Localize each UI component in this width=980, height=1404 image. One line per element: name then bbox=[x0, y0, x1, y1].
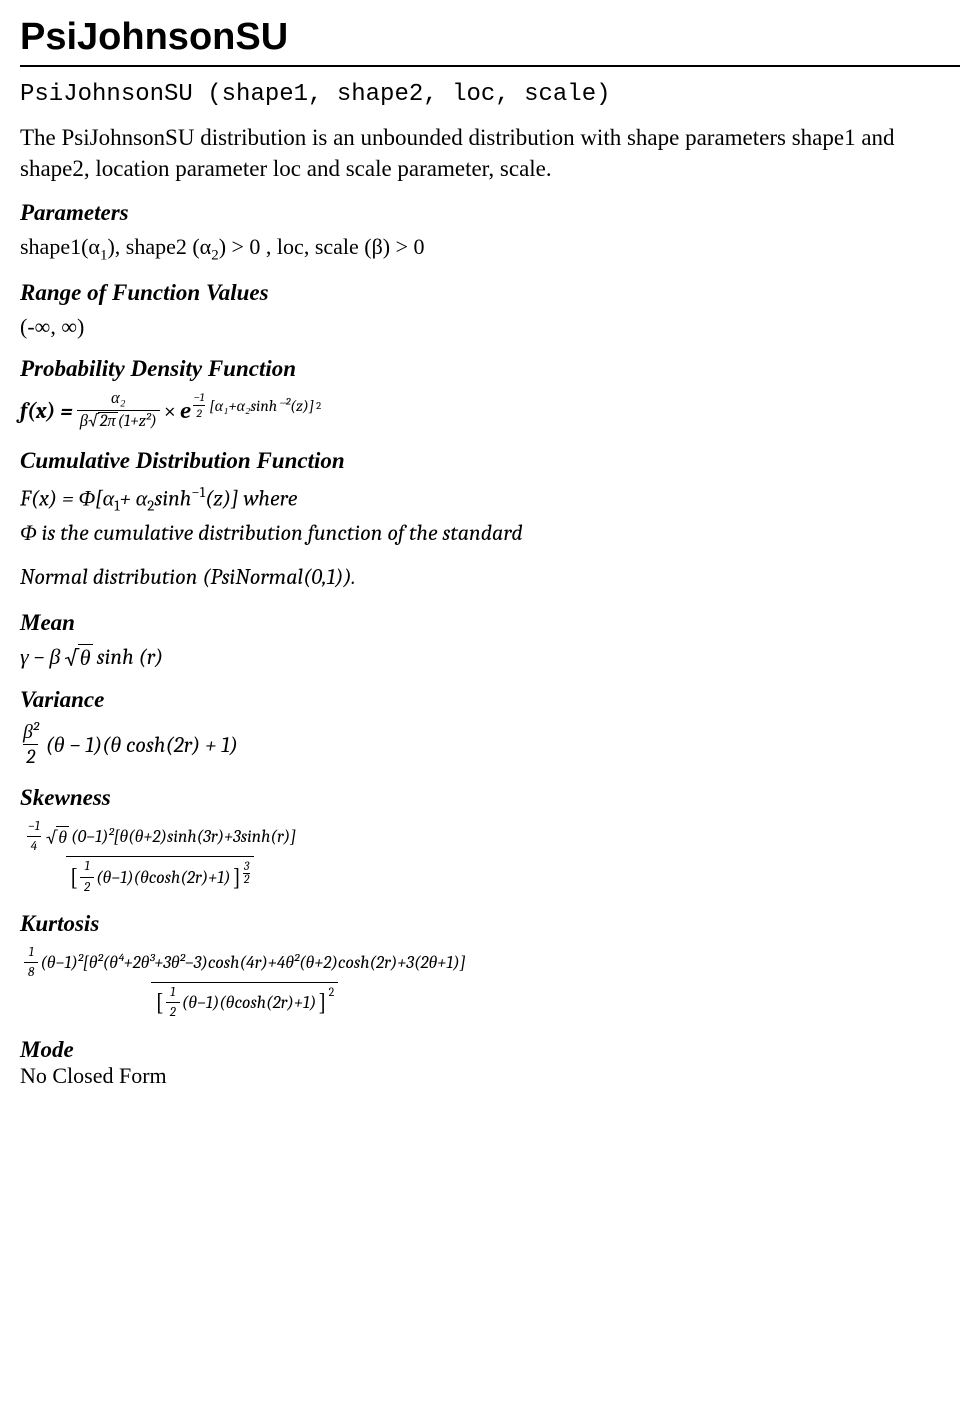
mean-sqrt-arg: θ bbox=[78, 644, 93, 671]
kurt-den-mid: (θ−1)(θcosh(2r)+1) bbox=[182, 992, 317, 1013]
cdf-l1-d: (z)] where bbox=[205, 486, 297, 512]
pdf-exp-neg1: −1 bbox=[191, 391, 208, 406]
kurt-num-frac: 1 8 bbox=[24, 945, 38, 980]
pdf-exp-exponent: −1 2 [α₁+α₂sinh⁻²(z)]2 bbox=[191, 391, 321, 421]
cdf-l1-sup: −1 bbox=[191, 484, 205, 501]
pdf-den-post: (1+z²) bbox=[118, 412, 157, 431]
pdf-formula: f(x) = α₂ β 2π(1+z²) × e −1 2 [α₁+α₂sinh⁻… bbox=[20, 390, 960, 432]
kurt-df-d: 2 bbox=[166, 1002, 180, 1020]
kurtosis-bigfrac: 1 8 (θ−1)²[θ²(θ⁴+2θ³+3θ²−3)cosh(4r)+4θ²(… bbox=[20, 945, 470, 1021]
param-text-2: ), shape2 (α bbox=[107, 234, 211, 259]
pdf-den-beta: β bbox=[80, 412, 88, 431]
pdf-exp-frac: −1 2 bbox=[191, 391, 208, 421]
kurt-den-exp: 2 bbox=[329, 985, 335, 999]
kurt-den-brkL: [ bbox=[155, 989, 163, 1016]
cdf-header: Cumulative Distribution Function bbox=[20, 448, 960, 474]
skewness-den: [ 1 2 (θ−1)(θcosh(2r)+1) ] 3 2 bbox=[66, 856, 255, 894]
variance-header: Variance bbox=[20, 687, 960, 713]
mean-b: sinh (r) bbox=[97, 644, 164, 670]
skew-den-mid: (θ−1)(θcosh(2r)+1) bbox=[96, 867, 231, 888]
kurtosis-formula: 1 8 (θ−1)²[θ²(θ⁴+2θ³+3θ²−3)cosh(4r)+4θ²(… bbox=[20, 945, 960, 1021]
mode-header: Mode bbox=[20, 1037, 960, 1063]
param-text-3: ) > 0 , loc, scale (β) > 0 bbox=[219, 234, 425, 259]
skewness-header: Skewness bbox=[20, 785, 960, 811]
pdf-frac-den: β 2π(1+z²) bbox=[77, 410, 160, 432]
pdf-frac-num: α₂ bbox=[108, 390, 128, 410]
pdf-exp-2: 2 bbox=[193, 405, 204, 421]
pdf-exp-base: e bbox=[180, 398, 191, 424]
skew-den-brkL: [ bbox=[70, 864, 78, 891]
mean-sqrt: θ bbox=[64, 644, 92, 671]
function-signature: PsiJohnsonSU (shape1, shape2, loc, scale… bbox=[20, 81, 960, 108]
skew-num-sqrt-arg: θ bbox=[56, 826, 69, 848]
pdf-den-sqrt: 2π bbox=[88, 412, 118, 432]
variance-rest: (θ − 1)(θ cosh(2r) + 1) bbox=[46, 732, 238, 758]
skew-exp-d: 2 bbox=[243, 873, 251, 886]
skew-num-sqrt: θ bbox=[46, 826, 69, 848]
cdf-l1-b: + α bbox=[120, 486, 148, 512]
pdf-lhs: f(x) = bbox=[20, 398, 73, 424]
skew-num-rest: (0−1)²[θ(θ+2)sinh(3r)+3sinh(r)] bbox=[71, 826, 296, 847]
kurt-num-rest: (θ−1)²[θ²(θ⁴+2θ³+3θ²−3)cosh(4r)+4θ²(θ+2)… bbox=[40, 952, 465, 973]
description-text: The PsiJohnsonSU distribution is an unbo… bbox=[20, 122, 960, 184]
skewness-bigfrac: −1 4 θ (0−1)²[θ(θ+2)sinh(3r)+3sinh(r)] [… bbox=[20, 819, 300, 895]
cdf-line-2: Φ is the cumulative distribution functio… bbox=[20, 518, 960, 550]
cdf-formula: F(x) = Φ[α1+ α2sinh−1(z)] where Φ is the… bbox=[20, 482, 960, 593]
skew-nf-d: 4 bbox=[27, 836, 41, 854]
pdf-header: Probability Density Function bbox=[20, 356, 960, 382]
mean-formula: γ − β θ sinh (r) bbox=[20, 644, 960, 671]
skewness-num: −1 4 θ (0−1)²[θ(θ+2)sinh(3r)+3sinh(r)] bbox=[20, 819, 300, 856]
page-title: PsiJohnsonSU bbox=[20, 16, 960, 67]
param-text-1: shape1(α bbox=[20, 234, 100, 259]
pdf-exp: e −1 2 [α₁+α₂sinh⁻²(z)]2 bbox=[180, 398, 321, 424]
pdf-times: × bbox=[164, 398, 176, 424]
skewness-formula: −1 4 θ (0−1)²[θ(θ+2)sinh(3r)+3sinh(r)] [… bbox=[20, 819, 960, 895]
skew-den-frac: 1 2 bbox=[80, 859, 94, 894]
variance-frac: β² 2 bbox=[20, 721, 42, 770]
cdf-line-3: Normal distribution (PsiNormal(0,1)). bbox=[20, 562, 960, 594]
skew-den-exp: 3 2 bbox=[243, 855, 251, 886]
pdf-exp-bracket: [α₁+α₂sinh⁻²(z)] bbox=[209, 396, 314, 416]
cdf-l1-c: sinh bbox=[154, 486, 191, 512]
skew-nf-n: −1 bbox=[24, 819, 44, 836]
pdf-den-sqrt-arg: 2π bbox=[98, 412, 118, 432]
range-header: Range of Function Values bbox=[20, 280, 960, 306]
cdf-line-1: F(x) = Φ[α1+ α2sinh−1(z)] where bbox=[20, 482, 960, 517]
kurt-den-frac: 1 2 bbox=[166, 985, 180, 1020]
variance-num: β² bbox=[20, 721, 42, 745]
parameters-header: Parameters bbox=[20, 200, 960, 226]
skew-df-d: 2 bbox=[80, 877, 94, 895]
mean-a: γ − β bbox=[20, 644, 60, 670]
kurtosis-num: 1 8 (θ−1)²[θ²(θ⁴+2θ³+3θ²−3)cosh(4r)+4θ²(… bbox=[20, 945, 470, 982]
kurt-nf-n: 1 bbox=[25, 945, 38, 962]
kurt-nf-d: 8 bbox=[24, 962, 38, 980]
variance-formula: β² 2 (θ − 1)(θ cosh(2r) + 1) bbox=[20, 721, 960, 770]
cdf-l1-a: F(x) = Φ[α bbox=[20, 486, 114, 512]
pdf-exp-sq: 2 bbox=[316, 399, 321, 412]
kurt-df-n: 1 bbox=[166, 985, 179, 1002]
kurtosis-den: [ 1 2 (θ−1)(θcosh(2r)+1) ] 2 bbox=[151, 982, 338, 1020]
parameters-body: shape1(α1), shape2 (α2) > 0 , loc, scale… bbox=[20, 234, 960, 264]
variance-den: 2 bbox=[23, 744, 38, 769]
mode-body: No Closed Form bbox=[20, 1063, 960, 1089]
kurt-den-brkR: ] bbox=[318, 989, 326, 1016]
skew-exp-frac: 3 2 bbox=[243, 861, 251, 886]
skew-num-frac: −1 4 bbox=[24, 819, 44, 854]
mean-header: Mean bbox=[20, 610, 960, 636]
skew-df-n: 1 bbox=[80, 859, 93, 876]
range-body: (-∞, ∞) bbox=[20, 314, 960, 340]
param-sub-2: 2 bbox=[211, 247, 218, 263]
pdf-fraction: α₂ β 2π(1+z²) bbox=[77, 390, 160, 432]
kurtosis-header: Kurtosis bbox=[20, 911, 960, 937]
skew-den-brkR: ] bbox=[233, 864, 241, 891]
